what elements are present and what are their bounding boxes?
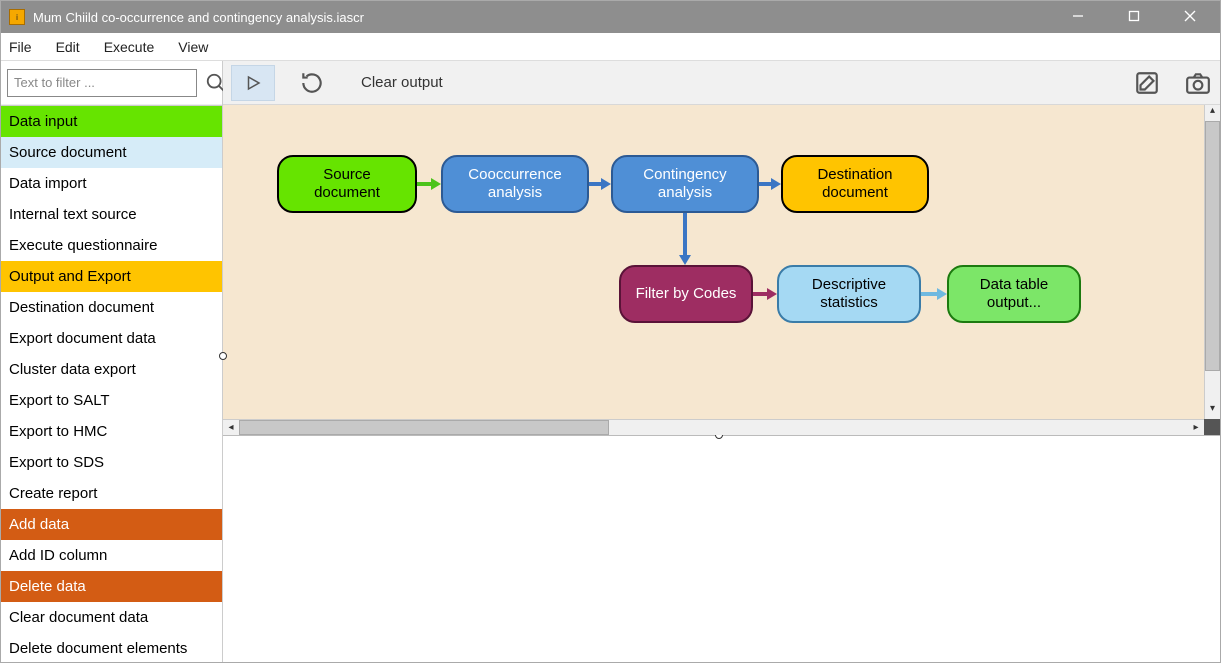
canvas-horizontal-scrollbar[interactable]: ◂ ▸ (223, 419, 1204, 435)
menu-file[interactable]: File (9, 39, 32, 55)
sidebar-item[interactable]: Output and Export (1, 261, 222, 292)
app-window: i Mum Chiild co-occurrence and contingen… (0, 0, 1221, 663)
scroll-corner (1204, 419, 1220, 435)
minimize-button[interactable] (1064, 10, 1092, 25)
flow-node-cooc[interactable]: Cooccurrence analysis (441, 155, 589, 213)
canvas-wrap: Source document Cooccurrence analysis Cont… (223, 105, 1220, 435)
sidebar-item[interactable]: Add data (1, 509, 222, 540)
flow-node-filt[interactable]: Filter by Codes (619, 265, 753, 323)
filter-input[interactable] (7, 69, 197, 97)
window-title: Mum Chiild co-occurrence and contingency… (33, 10, 1064, 25)
close-button[interactable] (1176, 10, 1204, 25)
menu-execute[interactable]: Execute (104, 39, 155, 55)
maximize-button[interactable] (1120, 10, 1148, 25)
splitter-handle-left[interactable] (219, 352, 227, 360)
sidebar-item[interactable]: Clear document data (1, 602, 222, 633)
sidebar-item[interactable]: Export document data (1, 323, 222, 354)
flow-node-desc[interactable]: Descriptive statistics (777, 265, 921, 323)
sidebar-item[interactable]: Delete data (1, 571, 222, 602)
window-controls (1064, 10, 1204, 25)
menu-edit[interactable]: Edit (56, 39, 80, 55)
sidebar-item[interactable]: Execute questionnaire (1, 230, 222, 261)
run-button[interactable] (231, 65, 275, 101)
content-area: Data inputSource documentData importInte… (1, 61, 1220, 662)
canvas-viewport[interactable]: Source document Cooccurrence analysis Cont… (223, 105, 1204, 419)
sidebar-item[interactable]: Data import (1, 168, 222, 199)
reset-icon[interactable] (299, 70, 325, 96)
sidebar-item[interactable]: Data input (1, 106, 222, 137)
flow-node-out[interactable]: Data table output... (947, 265, 1081, 323)
sidebar-item[interactable]: Export to HMC (1, 416, 222, 447)
menubar: File Edit Execute View (1, 33, 1220, 61)
sidebar-item[interactable]: Internal text source (1, 199, 222, 230)
sidebar-item[interactable]: Export to SDS (1, 447, 222, 478)
clear-output-button[interactable]: Clear output (361, 74, 443, 91)
sidebar-toolbar (1, 61, 222, 105)
sidebar-item[interactable]: Delete document elements (1, 633, 222, 662)
main-toolbar: Clear output (223, 61, 1220, 105)
sidebar-item[interactable]: Create report (1, 478, 222, 509)
sidebar-item[interactable]: Cluster data export (1, 354, 222, 385)
flowchart-canvas[interactable]: Source document Cooccurrence analysis Cont… (223, 105, 1204, 419)
flow-node-dest[interactable]: Destination document (781, 155, 929, 213)
canvas-vertical-scrollbar[interactable]: ▴ ▾ (1204, 105, 1220, 419)
output-panel[interactable] (223, 435, 1220, 662)
menu-view[interactable]: View (178, 39, 208, 55)
flow-node-src[interactable]: Source document (277, 155, 417, 213)
titlebar: i Mum Chiild co-occurrence and contingen… (1, 1, 1220, 33)
edit-icon[interactable] (1134, 70, 1160, 96)
sidebar-list[interactable]: Data inputSource documentData importInte… (1, 105, 222, 662)
sidebar-item[interactable]: Export to SALT (1, 385, 222, 416)
sidebar: Data inputSource documentData importInte… (1, 61, 223, 662)
flow-node-cont[interactable]: Contingency analysis (611, 155, 759, 213)
sidebar-item[interactable]: Add ID column (1, 540, 222, 571)
sidebar-item[interactable]: Source document (1, 137, 222, 168)
app-icon: i (9, 9, 25, 25)
main-area: Clear output Source document Cooccurrence… (223, 61, 1220, 662)
camera-icon[interactable] (1184, 70, 1212, 96)
sidebar-item[interactable]: Destination document (1, 292, 222, 323)
